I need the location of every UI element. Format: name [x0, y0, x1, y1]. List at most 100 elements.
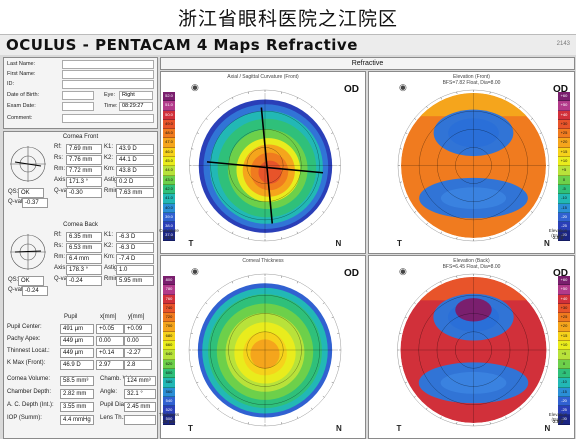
- cornea-back-qs-value[interactable]: OK: [18, 276, 44, 286]
- corneal-thickness-map[interactable]: Corneal Thickness OD ◉ 800 780 760 740 720 700 68…: [159, 255, 366, 439]
- cornea-back-value-a[interactable]: 6.4 mm: [66, 254, 102, 264]
- pachy-angle-val[interactable]: 32.1 °: [124, 389, 156, 399]
- scale-label: Elevation (Front): [548, 228, 568, 238]
- scale-step: 680: [163, 331, 175, 342]
- pachy-row-v2[interactable]: +0.05: [96, 324, 124, 334]
- cornea-back-label-a: Rs:: [54, 243, 63, 249]
- elevation-front-map[interactable]: Elevation (Front) BFS=7.82 Float, Dia=8.0…: [368, 71, 575, 254]
- cornea-back-value-a[interactable]: 6.53 mm: [66, 243, 102, 253]
- cornea-back-label-b: K2:: [104, 243, 114, 249]
- pachy-row-v2[interactable]: +0.14: [96, 348, 124, 358]
- pachy-pupil-dia-label: Pupil Dia:: [100, 402, 126, 408]
- cornea-back-value-a[interactable]: -0.24: [66, 276, 102, 286]
- pachy-lens-val[interactable]: [124, 415, 156, 425]
- cornea-back-value-b[interactable]: -6.3 D: [116, 232, 154, 242]
- cornea-front-label-a: Q-val.:: [54, 188, 72, 194]
- cornea-front-value-b[interactable]: 0.2 D: [116, 177, 154, 187]
- scale-step: 41.0: [163, 194, 175, 204]
- id-field[interactable]: [62, 80, 154, 89]
- cornea-front-value-a[interactable]: 171.3 °: [66, 177, 102, 187]
- pachy-chamber-val[interactable]: 2.82 mm: [60, 389, 94, 399]
- pachy-row-v1[interactable]: 491 µm: [60, 324, 94, 334]
- pachy-row-v3[interactable]: 0.00: [124, 336, 152, 346]
- scale-step: +30: [558, 303, 570, 314]
- color-scale: +60 +50 +40 +30 +25 +20 +15 +10 +5 0 -5 -10 -15 -20 -2…: [558, 276, 570, 425]
- map-canvas: [397, 273, 550, 427]
- cornea-back-value-b[interactable]: 5.95 mm: [116, 276, 154, 286]
- scale-step: 540: [163, 396, 175, 407]
- cornea-back-value-a[interactable]: 178.3 °: [66, 265, 102, 275]
- scale-step: -5: [558, 368, 570, 379]
- pachy-cd-label: Chamb. Vol.:: [100, 376, 135, 382]
- last-name-field[interactable]: [62, 60, 154, 69]
- cornea-front-value-a[interactable]: 7.72 mm: [66, 166, 102, 176]
- cornea-front-qval8-value[interactable]: -0.37: [22, 198, 48, 208]
- pachy-cornea-volume[interactable]: 58.5 mm³: [60, 376, 94, 386]
- pachy-row-v3[interactable]: +0.09: [124, 324, 152, 334]
- patient-info-panel: Last Name: First Name: ID: Date of Birth…: [3, 57, 158, 129]
- cornea-front-value-a[interactable]: 7.69 mm: [66, 144, 102, 154]
- cornea-front-value-b[interactable]: 44.1 D: [116, 155, 154, 165]
- temporal-label: T: [188, 239, 194, 248]
- cornea-front-value-a[interactable]: 7.76 mm: [66, 155, 102, 165]
- scale-step: +40: [558, 110, 570, 120]
- scale-step: 52.0: [163, 92, 175, 102]
- pachy-row-v1[interactable]: 449 µm: [60, 348, 94, 358]
- time-field[interactable]: 08:29:27: [119, 102, 153, 111]
- pachy-row-v1[interactable]: 449 µm: [60, 336, 94, 346]
- map-canvas: [189, 89, 341, 242]
- scale-step: +50: [558, 101, 570, 111]
- scale-step: 600: [163, 368, 175, 379]
- cornea-back-label-a: Axis:: [54, 265, 68, 271]
- map-canvas: [397, 89, 550, 242]
- pachy-acd-val[interactable]: 3.55 mm: [60, 402, 94, 412]
- axial-curvature-map[interactable]: Axial / Sagittal Curvature (Front) OD ◉ 52.…: [159, 71, 366, 254]
- pachy-row-v1[interactable]: 46.9 D: [60, 360, 94, 370]
- pachy-row-v3[interactable]: 2.8: [124, 360, 152, 370]
- scale-step: 51.0: [163, 101, 175, 111]
- exam-date-field[interactable]: [62, 102, 94, 111]
- scale-unit: 1.0 D: [163, 235, 175, 240]
- comment-field[interactable]: [62, 114, 154, 123]
- scale-step: 500: [163, 415, 175, 425]
- color-scale: 800 780 760 740 720 700 680 660 640 620 600 580 560 5…: [163, 276, 175, 425]
- cornea-front-value-b[interactable]: 43.8 D: [116, 166, 154, 176]
- cornea-back-value-a[interactable]: 6.35 mm: [66, 232, 102, 242]
- scale-step: -10: [558, 378, 570, 388]
- cornea-back-value-b[interactable]: -7.4 D: [116, 254, 154, 264]
- scale-step: +5: [558, 350, 570, 360]
- scale-step: -30: [558, 415, 570, 425]
- pachy-row-label: Pachy Apex:: [7, 336, 41, 342]
- eye-field[interactable]: Right: [119, 91, 153, 100]
- cornea-front-value-b[interactable]: 43.9 D: [116, 144, 154, 154]
- dob-field[interactable]: [62, 91, 94, 100]
- pachy-iop-val[interactable]: 4.4 mmHg: [60, 415, 94, 425]
- cornea-back-qs-label: QS:: [8, 277, 19, 283]
- cornea-back-value-b[interactable]: 1.0: [116, 265, 154, 275]
- scale-step: 520: [163, 406, 175, 416]
- pachy-row-v2[interactable]: 0.00: [96, 336, 124, 346]
- scale-step: 780: [163, 285, 175, 295]
- cornea-front-value-a[interactable]: -0.30: [66, 188, 102, 198]
- scale-step: -30: [558, 231, 570, 241]
- cornea-front-value-b[interactable]: 7.63 mm: [116, 188, 154, 198]
- eye-od-label: OD: [344, 84, 359, 95]
- scale-step: +20: [558, 322, 570, 332]
- pachy-cd-val[interactable]: 124 mm³: [124, 376, 156, 386]
- cornea-front-qs-value[interactable]: OK: [18, 188, 44, 198]
- pachy-row-v2[interactable]: 2.97: [96, 360, 124, 370]
- pachy-lens-label: Lens Th.:: [100, 415, 125, 421]
- nasal-label: N: [335, 239, 342, 248]
- first-name-field[interactable]: [62, 70, 154, 79]
- pachy-pupil-dia-val[interactable]: 2.45 mm: [124, 402, 156, 412]
- elevation-back-map[interactable]: Elevation (Back) BFS=6.45 Float, Dia=8.00…: [368, 255, 575, 439]
- cornea-back-qval8-value[interactable]: -0.24: [22, 286, 48, 296]
- cornea-back-label-b: Astig:: [104, 265, 120, 271]
- refractive-header: Refractive: [160, 57, 575, 70]
- scale-step: 43.0: [163, 175, 175, 185]
- eye-icon: ◉: [191, 266, 199, 276]
- cornea-back-value-b[interactable]: -6.3 D: [116, 243, 154, 253]
- scale-step: -10: [558, 194, 570, 204]
- scale-unit: 2.5 µ: [552, 235, 564, 240]
- pachy-row-v3[interactable]: -2.27: [124, 348, 152, 358]
